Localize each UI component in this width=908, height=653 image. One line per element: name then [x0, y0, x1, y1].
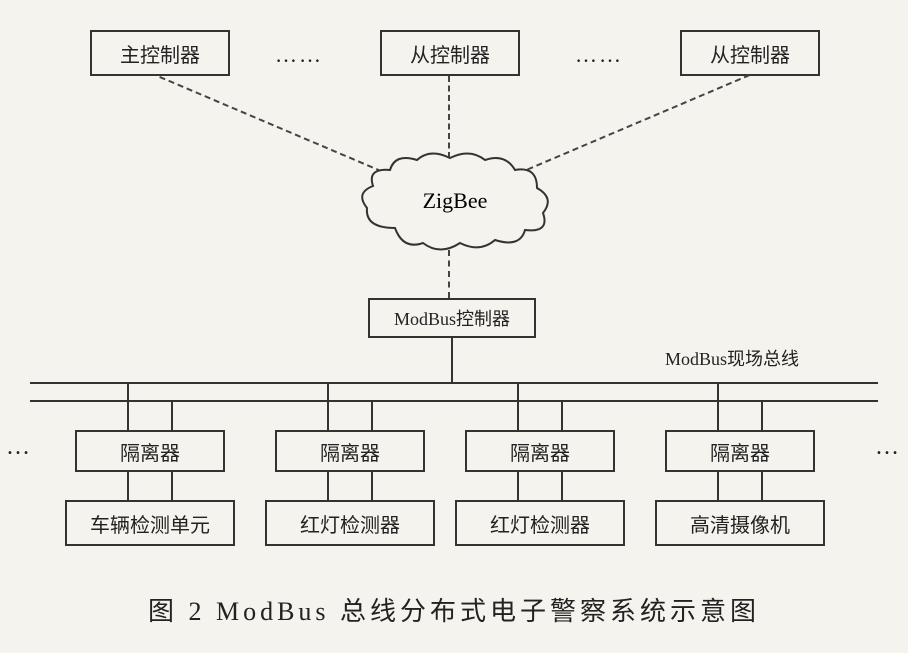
label: 隔离器: [510, 437, 570, 466]
box-vehicle-detect: 车辆检测单元: [65, 500, 235, 546]
diagram-root: 主控制器 从控制器 从控制器 …… …… ZigBee ModBus控制器 Mo…: [0, 0, 908, 653]
conn-stub: [717, 472, 719, 500]
conn-stub: [561, 472, 563, 500]
bus-label: ModBus现场总线: [665, 345, 799, 371]
tap-stub: [717, 382, 719, 430]
cloud-label: ZigBee: [423, 188, 488, 214]
conn-stub: [761, 472, 763, 500]
controller-bus-stub: [451, 338, 453, 382]
label: 红灯检测器: [490, 509, 590, 538]
ellipsis-top-2: ……: [575, 42, 623, 68]
label: 隔离器: [710, 437, 770, 466]
label: 隔离器: [120, 437, 180, 466]
box-isolator: 隔离器: [75, 430, 225, 472]
tap-stub: [171, 400, 173, 430]
label: 主控制器: [120, 39, 200, 68]
label: ModBus控制器: [394, 305, 510, 331]
label: 从控制器: [410, 39, 490, 68]
ellipsis-left: …: [6, 434, 30, 461]
label: 隔离器: [320, 437, 380, 466]
label: 车辆检测单元: [90, 509, 210, 538]
box-slave-controller-2: 从控制器: [680, 30, 820, 76]
tap-stub: [127, 382, 129, 430]
box-master-controller: 主控制器: [90, 30, 230, 76]
tap-stub: [371, 400, 373, 430]
box-slave-controller-1: 从控制器: [380, 30, 520, 76]
box-isolator: 隔离器: [465, 430, 615, 472]
tap-stub: [327, 382, 329, 430]
tap-stub: [561, 400, 563, 430]
tap-stub: [517, 382, 519, 430]
label: 高清摄像机: [690, 509, 790, 538]
box-isolator: 隔离器: [275, 430, 425, 472]
label: 红灯检测器: [300, 509, 400, 538]
conn-stub: [517, 472, 519, 500]
zigbee-cloud: ZigBee: [360, 155, 550, 250]
ellipsis-top-1: ……: [275, 42, 323, 68]
bus-line-top: [30, 382, 878, 384]
dashed-edge: [448, 76, 450, 158]
box-redlight-detector: 红灯检测器: [455, 500, 625, 546]
box-isolator: 隔离器: [665, 430, 815, 472]
box-modbus-controller: ModBus控制器: [368, 298, 536, 338]
label: 从控制器: [710, 39, 790, 68]
conn-stub: [327, 472, 329, 500]
conn-stub: [171, 472, 173, 500]
figure-caption: 图 2 ModBus 总线分布式电子警察系统示意图: [0, 591, 908, 628]
bus-line-bottom: [30, 400, 878, 402]
tap-stub: [761, 400, 763, 430]
conn-stub: [127, 472, 129, 500]
box-hd-camera: 高清摄像机: [655, 500, 825, 546]
conn-stub: [371, 472, 373, 500]
ellipsis-right: …: [875, 434, 899, 461]
box-redlight-detector: 红灯检测器: [265, 500, 435, 546]
